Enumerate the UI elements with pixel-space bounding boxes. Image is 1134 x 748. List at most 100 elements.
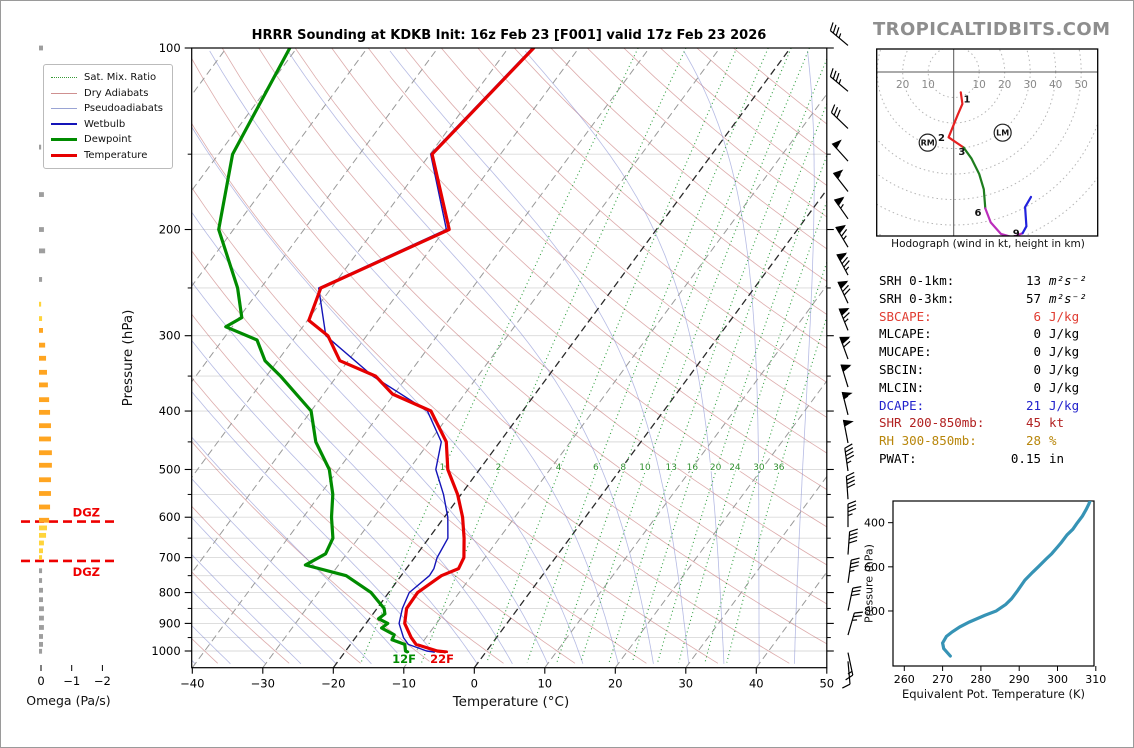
thetae-temp-tick: 270 — [932, 673, 953, 686]
stat-row: SBCIN: 0 J/kg — [879, 362, 1129, 380]
stat-label: SHR 200-850mb: — [879, 415, 985, 431]
stat-label: SRH 0-3km: — [879, 290, 955, 306]
omega-bar — [39, 641, 43, 647]
temperature-tick-label: 30 — [678, 677, 693, 691]
omega-bar — [39, 301, 42, 307]
omega-bar — [39, 606, 44, 612]
wind-barb — [837, 280, 851, 304]
omega-bar — [39, 578, 43, 583]
omega-bar — [39, 477, 51, 483]
omega-axis: 0 −1 −2 — [37, 665, 111, 688]
mixing-ratio-label: 16 — [687, 463, 699, 473]
wind-barb — [835, 224, 849, 248]
stat-row: SRH 0-3km: 57 m²s⁻² — [879, 291, 1129, 309]
pressure-tick-label: 200 — [159, 223, 181, 237]
omega-bar — [39, 548, 43, 554]
omega-bar — [39, 409, 51, 415]
mixing-ratio-label: 1 — [440, 463, 446, 473]
stat-unit: % — [1049, 433, 1057, 449]
stat-row: SBCAPE: 6 J/kg — [879, 309, 1129, 327]
temperature-tick-label: 10 — [537, 677, 552, 691]
thetae-panel: 400 600 800 260 270 280 290 300 310 — [864, 500, 1106, 686]
omega-bar — [39, 517, 50, 523]
omega-tick-label: 0 — [37, 674, 44, 688]
hodograph: 20 10 10 20 30 40 50 1 2 3 6 9 RM LM — [876, 49, 1098, 236]
skewt-xaxis-title: Temperature (°C) — [452, 694, 570, 710]
wind-barb — [833, 196, 849, 220]
omega-bar — [39, 648, 43, 654]
hodograph-ring-label: 20 — [998, 79, 1011, 91]
omega-bar — [39, 532, 47, 538]
wind-barb — [839, 336, 851, 360]
omega-bar — [39, 504, 51, 510]
omega-bar — [39, 144, 42, 150]
mixing-ratio-label: 20 — [710, 463, 722, 473]
hodograph-ring-label: 10 — [973, 79, 986, 91]
surface-temp-label: 22F — [430, 652, 454, 666]
pressure-tick-label: 800 — [159, 586, 181, 600]
wind-barb — [847, 557, 860, 583]
temperature-tick-label: −10 — [392, 677, 416, 691]
omega-bar — [39, 192, 44, 197]
omega-bar — [39, 634, 43, 639]
dewpoint-curve — [217, 48, 410, 654]
omega-tick-label: −1 — [63, 674, 80, 688]
temperature-tick-label: −40 — [180, 677, 204, 691]
thetae-yaxis-title: Pressure (hPa) — [862, 544, 876, 623]
stat-value: 0 — [1033, 379, 1041, 395]
mixing-ratio-lines: 1 2 4 6 8 10 13 16 20 24 30 36 — [360, 48, 827, 663]
temperature-tick-label: 20 — [608, 677, 623, 691]
omega-bar — [39, 277, 43, 282]
hodograph-ring-label: 10 — [922, 79, 935, 91]
hodograph-ring-label: 30 — [1024, 79, 1037, 91]
hodograph-ring-label: 50 — [1075, 79, 1088, 91]
omega-bar — [39, 342, 46, 348]
stat-label: SRH 0-1km: — [879, 273, 955, 288]
stat-unit: J/kg — [1049, 344, 1080, 360]
omega-axis-title: Omega (Pa/s) — [26, 693, 111, 708]
stat-value: 45 — [1025, 415, 1041, 431]
mixing-ratio-label: 24 — [729, 463, 741, 473]
stat-label: PWAT: — [879, 450, 917, 466]
stat-row: PWAT: 0.15 in — [879, 451, 1129, 469]
wind-barb — [847, 611, 863, 636]
hodograph-ring-label: 20 — [896, 79, 909, 91]
temperature-tick-label: −30 — [251, 677, 275, 691]
skewt-yaxis-title: Pressure (hPa) — [120, 309, 136, 407]
omega-bar — [39, 227, 44, 232]
stat-row: MLCIN: 0 J/kg — [879, 380, 1129, 398]
stat-label: MUCAPE: — [879, 344, 932, 360]
mixing-ratio-label: 13 — [665, 463, 676, 473]
wind-barb — [838, 307, 850, 331]
omega-bar — [39, 491, 51, 496]
wind-barb — [829, 68, 849, 92]
hodograph-height-label: 3 — [958, 147, 965, 158]
legend-item-dry: Dry Adiabats — [51, 86, 163, 102]
hodograph-height-label: 6 — [974, 208, 981, 219]
stat-label: MLCIN: — [879, 379, 925, 395]
hodograph-frame — [876, 48, 1099, 237]
hodograph-height-label: 2 — [938, 133, 945, 144]
temperature-tick-label: 50 — [819, 677, 834, 691]
dewpoint-line-sample — [51, 138, 77, 142]
omega-bar — [39, 625, 44, 630]
surface-labels: 12F 22F — [391, 651, 456, 668]
omega-bar — [39, 587, 43, 593]
pseudo-line-sample — [51, 108, 77, 110]
omega-bar — [39, 248, 46, 254]
stat-value: 28 — [1025, 433, 1041, 449]
pressure-tick-label: 400 — [159, 404, 181, 418]
stat-value: 57 — [1025, 290, 1041, 306]
wetbulb-line-sample — [51, 123, 77, 126]
stat-label: SBCIN: — [879, 361, 925, 377]
omega-bar — [39, 316, 43, 321]
stat-value: 0.15 — [1010, 450, 1041, 466]
stat-value: 0 — [1033, 361, 1041, 377]
omega-bar — [39, 45, 43, 51]
omega-bar — [39, 462, 52, 468]
thetae-temp-tick: 310 — [1085, 673, 1106, 686]
mixing-ratio-label: 4 — [556, 463, 562, 473]
skewt-plot: 1 2 4 6 8 10 13 16 20 24 30 36 — [191, 48, 827, 668]
thetae-xaxis-title: Equivalent Pot. Temperature (K) — [901, 687, 1086, 701]
